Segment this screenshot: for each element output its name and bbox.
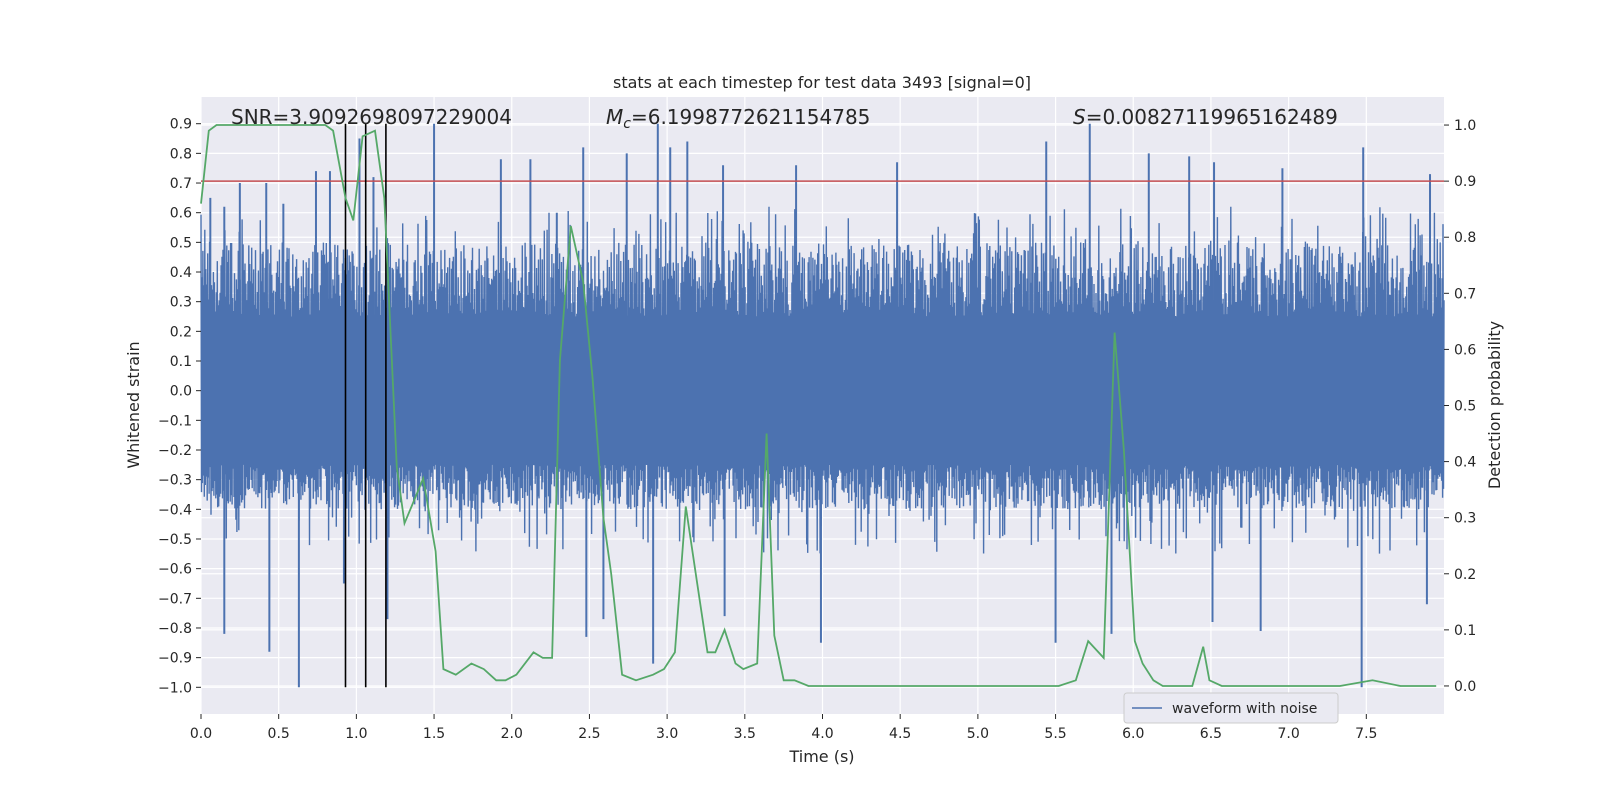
legend: waveform with noise [1123,692,1339,724]
y-right-tick-label: 0.7 [1454,286,1476,302]
y-tick-label: −1.0 [158,680,192,696]
chart-title: stats at each timestep for test data 349… [613,73,1031,92]
detection-probability-line [200,124,1437,687]
x-tick-label: 4.5 [889,726,911,742]
y-tick-label: −0.7 [158,591,192,607]
x-tick-label: 6.0 [1122,726,1144,742]
x-tick-label: 2.0 [501,726,523,742]
y-tick-label: 0.2 [170,324,192,340]
y-tick-label: −0.9 [158,651,192,667]
x-axis-title: Time (s) [788,747,854,766]
x-tick-label: 1.0 [345,726,367,742]
x-tick-label: 6.5 [1200,726,1222,742]
axes: 0.0 0.5 1.0 1.5 2.0 2.5 3.0 3.5 4.0 4.5 5.0 5.5 6.0 6… [158,117,1476,742]
y-right-tick-label: 0.6 [1454,342,1476,358]
snr-annotation: SNR=3.9092698097229004 [231,105,512,129]
y-right-tick-label: 0.0 [1454,679,1476,695]
y-tick-label: 0.3 [170,295,192,311]
y-tick-label: 0.6 [170,206,192,222]
x-tick-label: 2.5 [578,726,600,742]
y-right-tick-label: 0.3 [1454,511,1476,527]
x-tick-label: 0.5 [268,726,290,742]
y-tick-label: 0.9 [170,117,192,133]
y-tick-label: −0.3 [158,473,192,489]
x-tick-label: 5.5 [1044,726,1066,742]
x-tick-label: 4.0 [811,726,833,742]
plot-area [200,123,1445,688]
legend-entry-waveform: waveform with noise [1172,701,1317,717]
x-tick-label: 7.0 [1277,726,1299,742]
y-tick-label: 0.1 [170,354,192,370]
y-right-tick-label: 0.5 [1454,399,1476,415]
y-right-axis-title: Detection probability [1485,321,1504,489]
legend-box [1123,692,1339,724]
y-tick-label: 0.0 [170,384,192,400]
y-tick-label: −0.6 [158,562,192,578]
y-tick-label: 0.7 [170,176,192,192]
s-annotation: S=0.00827119965162489 [1073,105,1338,129]
y-tick-label: −0.2 [158,443,192,459]
chirp-mass-symbol: M [606,105,623,129]
y-tick-label: 0.5 [170,235,192,251]
y-right-tick-label: 0.1 [1454,623,1476,639]
x-tick-label: 3.0 [656,726,678,742]
y-right-tick-label: 0.2 [1454,567,1476,583]
chirp-mass-value: =6.1998772621154785 [631,105,870,129]
x-tick-label: 1.5 [423,726,445,742]
y-tick-label: −0.8 [158,621,192,637]
s-value: =0.00827119965162489 [1086,105,1338,129]
waveform-noise-line [200,206,1445,554]
y-tick-label: 0.8 [170,146,192,162]
y-right-tick-label: 1.0 [1454,118,1476,134]
y-right-tick-label: 0.4 [1454,455,1476,471]
x-tick-label: 7.5 [1355,726,1377,742]
x-tick-label: 3.5 [734,726,756,742]
x-tick-label: 0.0 [190,726,212,742]
chirp-mass-annotation: Mc=6.1998772621154785 [606,105,870,132]
y-tick-label: −0.1 [158,413,192,429]
y-tick-label: 0.4 [170,265,192,281]
x-tick-label: 5.0 [967,726,989,742]
y-tick-label: −0.4 [158,502,192,518]
y-right-tick-label: 0.9 [1454,174,1476,190]
y-tick-label: −0.5 [158,532,192,548]
y-right-tick-label: 0.8 [1454,230,1476,246]
y-axis-title: Whitened strain [124,341,143,468]
chirp-mass-subscript: c [623,116,631,132]
s-symbol: S [1073,105,1086,129]
